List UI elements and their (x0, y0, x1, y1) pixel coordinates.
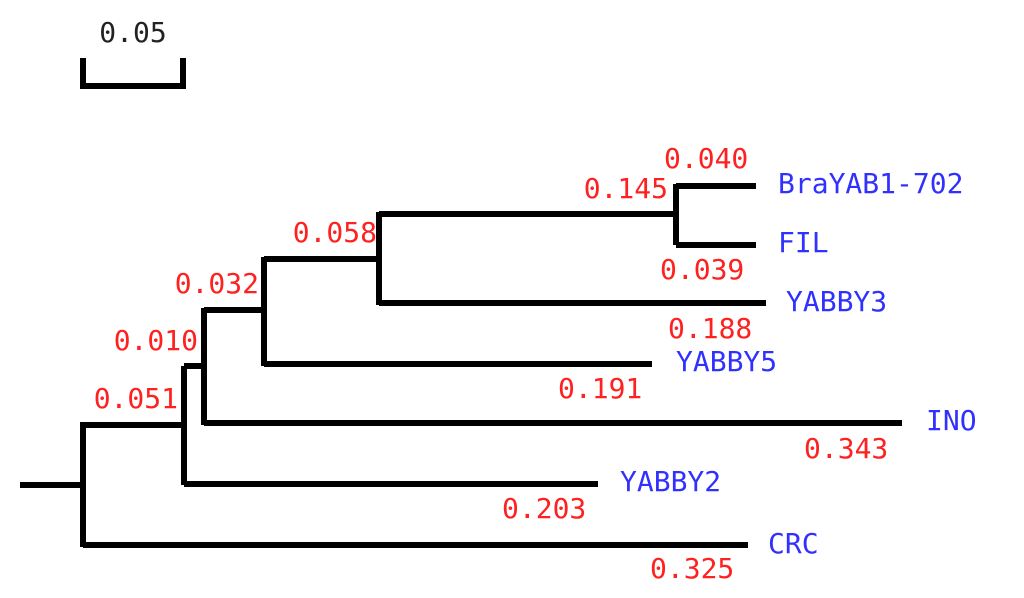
scale-bar-line (80, 58, 186, 89)
branch-length-label: 0.010 (114, 324, 198, 357)
branch-length-label: 0.039 (660, 253, 744, 286)
branch-length-label: 0.325 (650, 552, 734, 585)
branch-length-label: 0.145 (584, 172, 668, 205)
branch-length-label: 0.058 (293, 216, 377, 249)
branch-length-label: 0.040 (664, 142, 748, 175)
taxon-label: YABBY5 (676, 345, 777, 378)
taxon-label: FIL (778, 226, 829, 259)
scale-bar: 0.05 (80, 16, 186, 89)
branch-length-label: 0.343 (804, 432, 888, 465)
branch-length-label: 0.191 (558, 372, 642, 405)
taxon-label: BraYAB1-702 (778, 167, 963, 200)
taxon-label: YABBY2 (620, 465, 721, 498)
taxon-label: CRC (768, 527, 819, 560)
branch-length-label: 0.188 (668, 312, 752, 345)
scale-bar-label: 0.05 (99, 16, 166, 49)
branch-length-label: 0.051 (94, 382, 178, 415)
taxon-label: YABBY3 (786, 285, 887, 318)
branch-length-label: 0.203 (502, 492, 586, 525)
branch-length-label: 0.032 (175, 267, 259, 300)
taxon-label: INO (926, 404, 977, 437)
